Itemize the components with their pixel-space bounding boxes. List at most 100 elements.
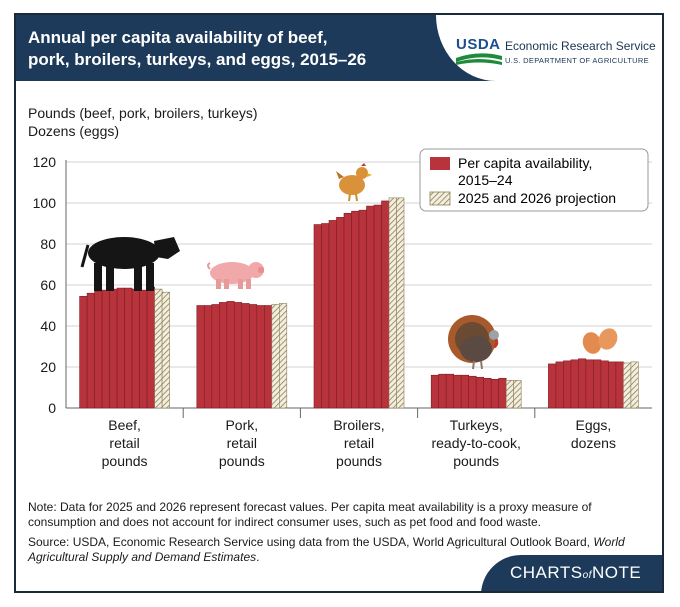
bar-availability [219,302,228,409]
bar-availability [460,374,470,409]
x-category-label: retail [344,435,374,451]
legend-label-availability-line2: 2015–24 [458,172,513,188]
bar-availability [453,374,462,409]
eggs-icon [582,328,618,354]
y-tick-label: 60 [40,277,56,293]
y-axis-label-line2: Dozens (eggs) [28,123,120,139]
bar-projection [161,291,170,409]
x-category-label: dozens [571,435,616,451]
charts-of-note-badge [481,555,662,591]
bar-availability [578,358,587,409]
legend: Per capita availability, 2015–24 2025 an… [419,148,649,212]
bar-availability [548,363,557,409]
bar-availability [498,377,507,409]
bar-availability [264,305,273,409]
y-tick-label: 120 [33,154,57,170]
badge-note: NOTE [591,563,642,582]
bar-availability [468,375,477,409]
bar-availability [211,304,220,409]
bar-availability [94,290,103,409]
x-category-label: pounds [453,453,499,469]
x-category-label: Beef, [108,417,141,433]
usda-logo-word: USDA [456,36,501,53]
bar-availability [86,292,95,409]
cow-icon [80,237,180,291]
bar-chart: 0 20 40 60 80 100 120 Beef, retail pounds Pork, re… [33,148,652,469]
bar-availability [131,288,140,409]
bar-availability [256,305,265,409]
bar-availability [445,373,455,409]
bar-availability [438,373,447,409]
x-category-label: Turkeys, [450,417,503,433]
bar-availability [608,361,617,409]
bar-availability [615,361,624,409]
x-category-label: pounds [102,453,148,469]
bar-availability [328,220,337,409]
bar-availability [109,288,118,409]
usda-logo: USDA [456,36,502,66]
y-tick-label: 40 [40,318,56,334]
bar-availability [475,376,485,409]
bar-projection [630,361,639,409]
bar-availability [563,360,572,409]
x-category-label: Eggs, [575,417,611,433]
bar-availability [381,200,390,409]
bar-availability [358,209,367,409]
bar-projection [513,380,522,409]
charts-of-note-logo: CHARTSofNOTE [510,563,641,583]
pig-icon [207,262,264,289]
bar-availability [366,205,375,409]
bar-availability [336,217,345,409]
bar-availability [430,374,440,409]
bar-availability [226,301,235,409]
bar-availability [593,359,602,409]
chart-title-line2: pork, broilers, turkeys, and eggs, 2015–… [28,50,367,69]
bar-availability [124,287,133,409]
bar-projection [623,362,632,409]
y-axis-label-line1: Pounds (beef, pork, broilers, turkeys) [28,105,258,121]
legend-swatch-projection [429,191,451,206]
bar-availability [116,287,125,409]
bar-availability [196,305,205,409]
bar-availability [146,286,155,409]
chart-source: Source: USDA, Economic Research Service … [28,535,652,565]
x-category-label: retail [109,435,139,451]
bar-availability [249,304,258,409]
y-axis: 0 20 40 60 80 100 120 [33,154,652,416]
y-tick-label: 100 [33,195,57,211]
bar-availability [204,305,213,409]
legend-swatch-availability [430,157,450,170]
badge-charts: CHARTS [510,563,583,582]
y-tick-label: 20 [40,359,56,375]
bar-projection [505,380,515,409]
y-tick-label: 80 [40,236,56,252]
header-band: Annual per capita availability of beef, … [16,15,662,81]
badge-of: of [582,570,592,581]
chart-note: Note: Data for 2025 and 2026 represent f… [28,500,592,529]
bar-availability [321,223,330,409]
legend-label-availability-line1: Per capita availability, [458,155,592,171]
x-category-label: pounds [336,453,382,469]
bar-projection [271,304,280,409]
y-tick-label: 0 [48,400,56,416]
bar-availability [241,303,250,409]
source-publication: World Agricultural Supply and Demand Est… [28,535,625,564]
bar-availability [139,289,148,409]
legend-label-projection: 2025 and 2026 projection [458,190,616,206]
chart-frame: Annual per capita availability of beef, … [14,13,664,593]
bars [79,197,639,409]
chart-title: Annual per capita availability of beef, … [28,27,428,71]
bar-availability [351,210,360,409]
x-category-label: retail [227,435,257,451]
bar-availability [373,204,382,409]
bar-availability [570,359,579,409]
bar-availability [600,360,609,409]
bar-projection [278,303,288,409]
x-axis: Beef, retail pounds Pork, retail pounds Broile… [102,408,616,469]
agency-name: Economic Research Service [505,39,656,53]
bar-availability [555,361,564,409]
bar-availability [79,295,88,409]
bar-availability [313,224,322,409]
bar-projection [388,197,397,409]
x-category-label: ready-to-cook, [431,435,520,451]
